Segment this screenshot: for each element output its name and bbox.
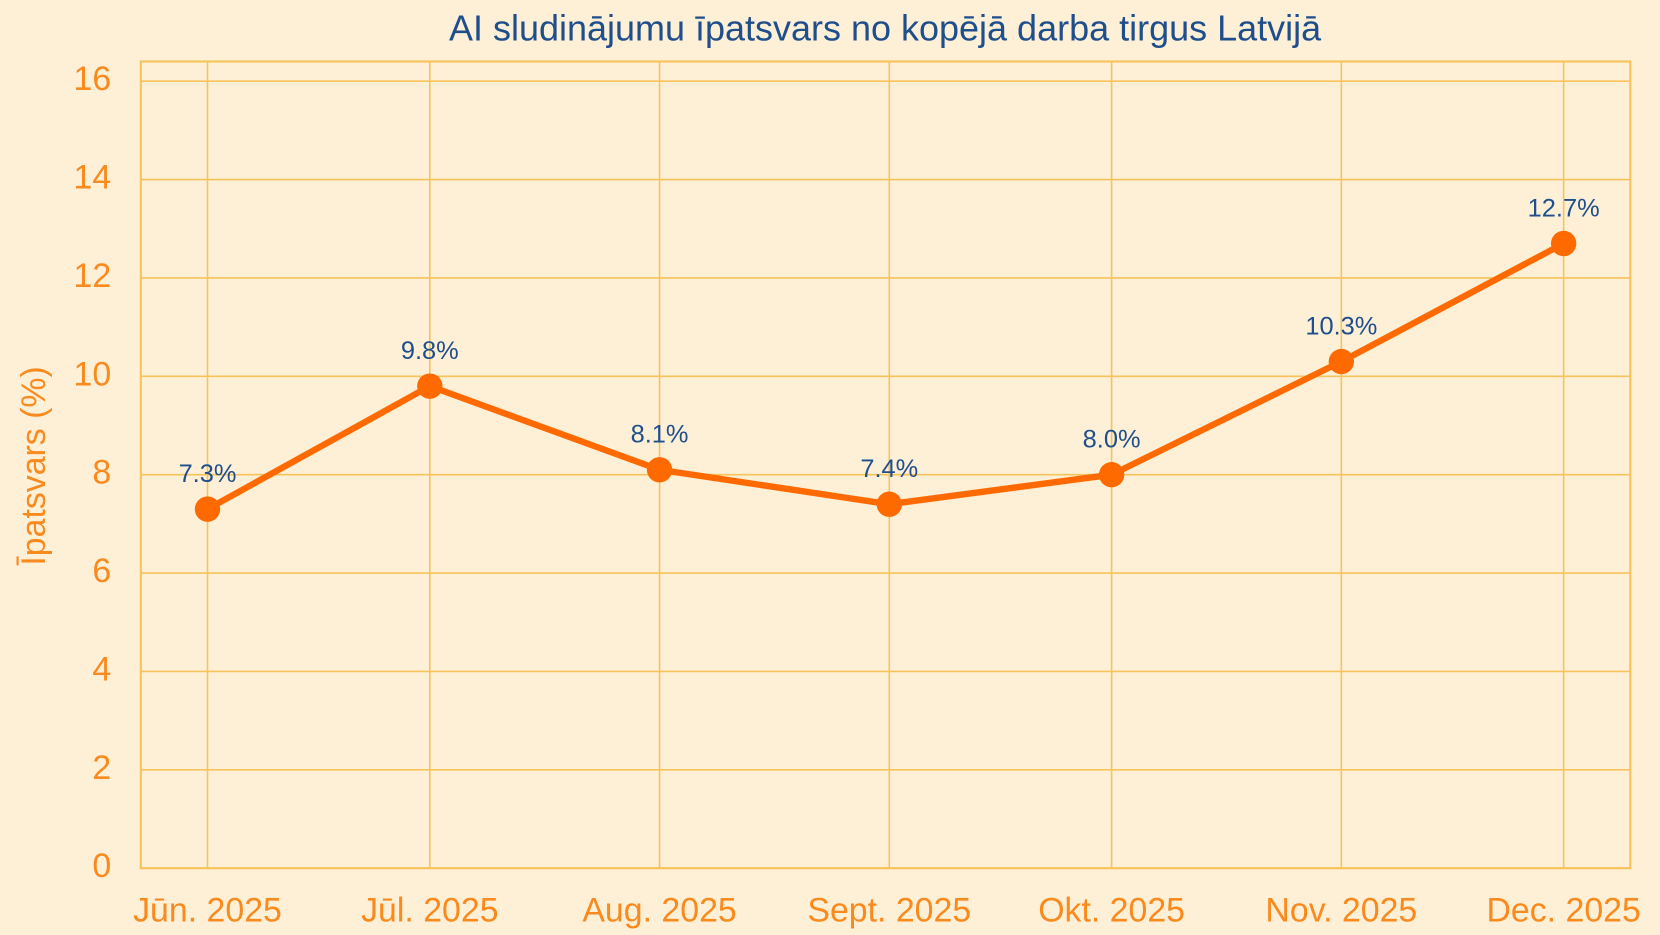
x-tick-label: Okt. 2025: [1038, 892, 1185, 930]
y-tick-label: 0: [92, 847, 111, 885]
point: [876, 491, 902, 517]
y-tick-label: 2: [92, 749, 111, 787]
y-tick-label: 14: [73, 159, 111, 197]
data-label: 8.0%: [1083, 426, 1141, 454]
x-tick-label: Aug. 2025: [582, 892, 736, 930]
plot-border: [139, 60, 1632, 870]
data-label: 12.7%: [1528, 194, 1600, 222]
point: [1328, 348, 1355, 375]
y-tick-label: 10: [73, 355, 111, 393]
x-tick-label: Jūl. 2025: [361, 892, 498, 930]
y-tick-label: 4: [92, 650, 111, 688]
point: [417, 373, 443, 399]
data-label: 10.3%: [1305, 312, 1377, 340]
data-label: 7.4%: [860, 455, 918, 483]
y-tick-label: 16: [73, 60, 111, 98]
x-tick-label: Nov. 2025: [1265, 892, 1417, 930]
y-axis-label: Īpatsvars (%): [15, 366, 53, 565]
point: [194, 496, 221, 522]
x-tick-label: Dec. 2025: [1486, 892, 1640, 930]
data-label: 7.3%: [179, 460, 237, 488]
y-tick-label: 6: [92, 552, 111, 590]
x-tick-label: Sept. 2025: [807, 892, 971, 930]
point: [646, 457, 673, 483]
chart-title: AI sludinājumu īpatsvars no kopējā darba…: [449, 7, 1322, 48]
x-tick-label: Jūn. 2025: [133, 892, 282, 930]
point: [1550, 230, 1577, 257]
point: [1098, 461, 1125, 488]
data-label: 9.8%: [401, 337, 459, 365]
y-tick-label: 12: [73, 257, 111, 295]
y-tick-label: 8: [92, 454, 111, 492]
data-label: 8.1%: [631, 421, 689, 449]
